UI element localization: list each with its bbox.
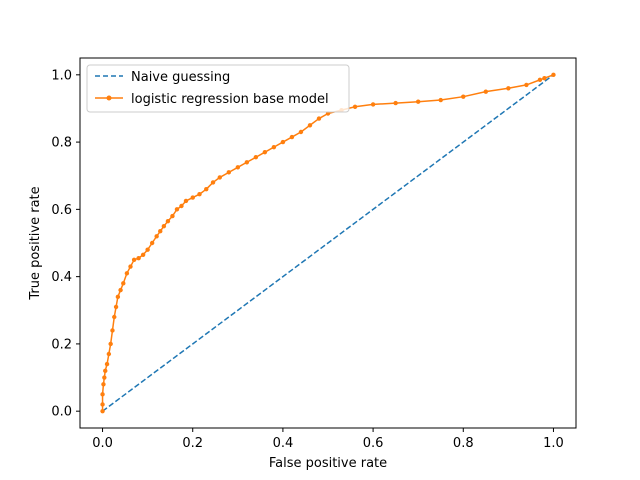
data-point xyxy=(103,368,108,374)
data-point xyxy=(179,203,184,209)
y-axis: 0.0 0.2 0.4 0.6 0.8 1.0 xyxy=(51,68,80,420)
data-point xyxy=(183,198,189,204)
legend-label-logistic: logistic regression base model xyxy=(131,92,329,107)
data-point xyxy=(115,294,121,300)
data-point xyxy=(101,382,106,387)
data-point xyxy=(100,392,105,397)
data-point xyxy=(217,175,222,180)
data-point xyxy=(307,123,313,128)
data-point xyxy=(271,144,277,150)
data-point xyxy=(145,247,150,252)
x-tick-label: 0.2 xyxy=(182,436,203,451)
data-point xyxy=(298,129,304,135)
legend-marker-logistic xyxy=(106,95,112,101)
data-point xyxy=(118,287,123,293)
x-axis-title: False positive rate xyxy=(269,456,387,471)
data-point xyxy=(244,160,250,165)
y-tick-label: 0.0 xyxy=(51,405,72,420)
data-point xyxy=(100,402,105,407)
data-point xyxy=(204,186,209,192)
x-axis: 0.0 0.2 0.4 0.6 0.8 1.0 xyxy=(92,428,564,451)
y-tick-label: 0.6 xyxy=(51,203,72,218)
data-point xyxy=(158,229,163,234)
data-point xyxy=(124,271,130,276)
data-point xyxy=(253,155,259,160)
data-point xyxy=(102,375,107,380)
data-point xyxy=(110,328,115,333)
data-point xyxy=(210,180,216,185)
data-point xyxy=(280,139,286,145)
legend: Naive guessing logistic regression base … xyxy=(86,64,350,113)
data-point xyxy=(154,234,159,239)
data-point xyxy=(524,82,529,88)
y-tick-label: 0.2 xyxy=(51,337,72,352)
x-tick-label: 1.0 xyxy=(543,436,564,451)
data-point xyxy=(149,240,155,246)
data-point xyxy=(226,170,231,175)
data-point xyxy=(506,86,511,91)
y-tick-label: 0.8 xyxy=(51,136,72,151)
data-point xyxy=(140,252,146,257)
data-point xyxy=(438,97,443,103)
data-point xyxy=(235,165,241,170)
data-point xyxy=(161,223,167,229)
legend-label-naive: Naive guessing xyxy=(131,70,230,85)
data-point xyxy=(108,341,113,347)
data-point xyxy=(174,207,180,212)
x-tick-label: 0.6 xyxy=(363,436,384,451)
x-tick-label: 0.0 xyxy=(92,436,113,451)
data-point xyxy=(113,304,119,310)
data-point xyxy=(128,264,133,269)
data-point xyxy=(165,218,171,224)
data-point xyxy=(190,195,195,200)
data-point xyxy=(289,134,295,140)
data-point xyxy=(112,314,117,320)
data-point xyxy=(197,192,202,197)
y-axis-title: True positive rate xyxy=(28,186,43,300)
x-tick-label: 0.8 xyxy=(453,436,474,451)
y-tick-label: 0.4 xyxy=(51,270,72,285)
data-point xyxy=(262,149,268,155)
data-point xyxy=(100,408,105,414)
data-point xyxy=(170,213,175,219)
series-line-0 xyxy=(102,74,554,412)
plot-frame xyxy=(79,57,577,429)
data-point xyxy=(316,116,322,121)
data-point xyxy=(104,361,110,367)
data-point xyxy=(121,281,126,286)
data-point xyxy=(542,75,547,81)
data-point xyxy=(551,72,556,78)
data-point xyxy=(461,94,466,99)
data-point xyxy=(537,77,543,83)
data-point xyxy=(393,100,398,106)
data-point xyxy=(106,351,112,357)
data-point xyxy=(352,104,358,109)
data-point xyxy=(415,99,421,104)
series-layer xyxy=(100,72,556,414)
data-point xyxy=(483,89,489,94)
data-point xyxy=(370,102,376,107)
data-point xyxy=(136,255,141,261)
y-tick-label: 1.0 xyxy=(51,68,72,83)
legend-box xyxy=(86,64,350,113)
data-point xyxy=(131,257,137,263)
x-tick-label: 0.4 xyxy=(273,436,294,451)
series-line-1 xyxy=(101,74,554,412)
